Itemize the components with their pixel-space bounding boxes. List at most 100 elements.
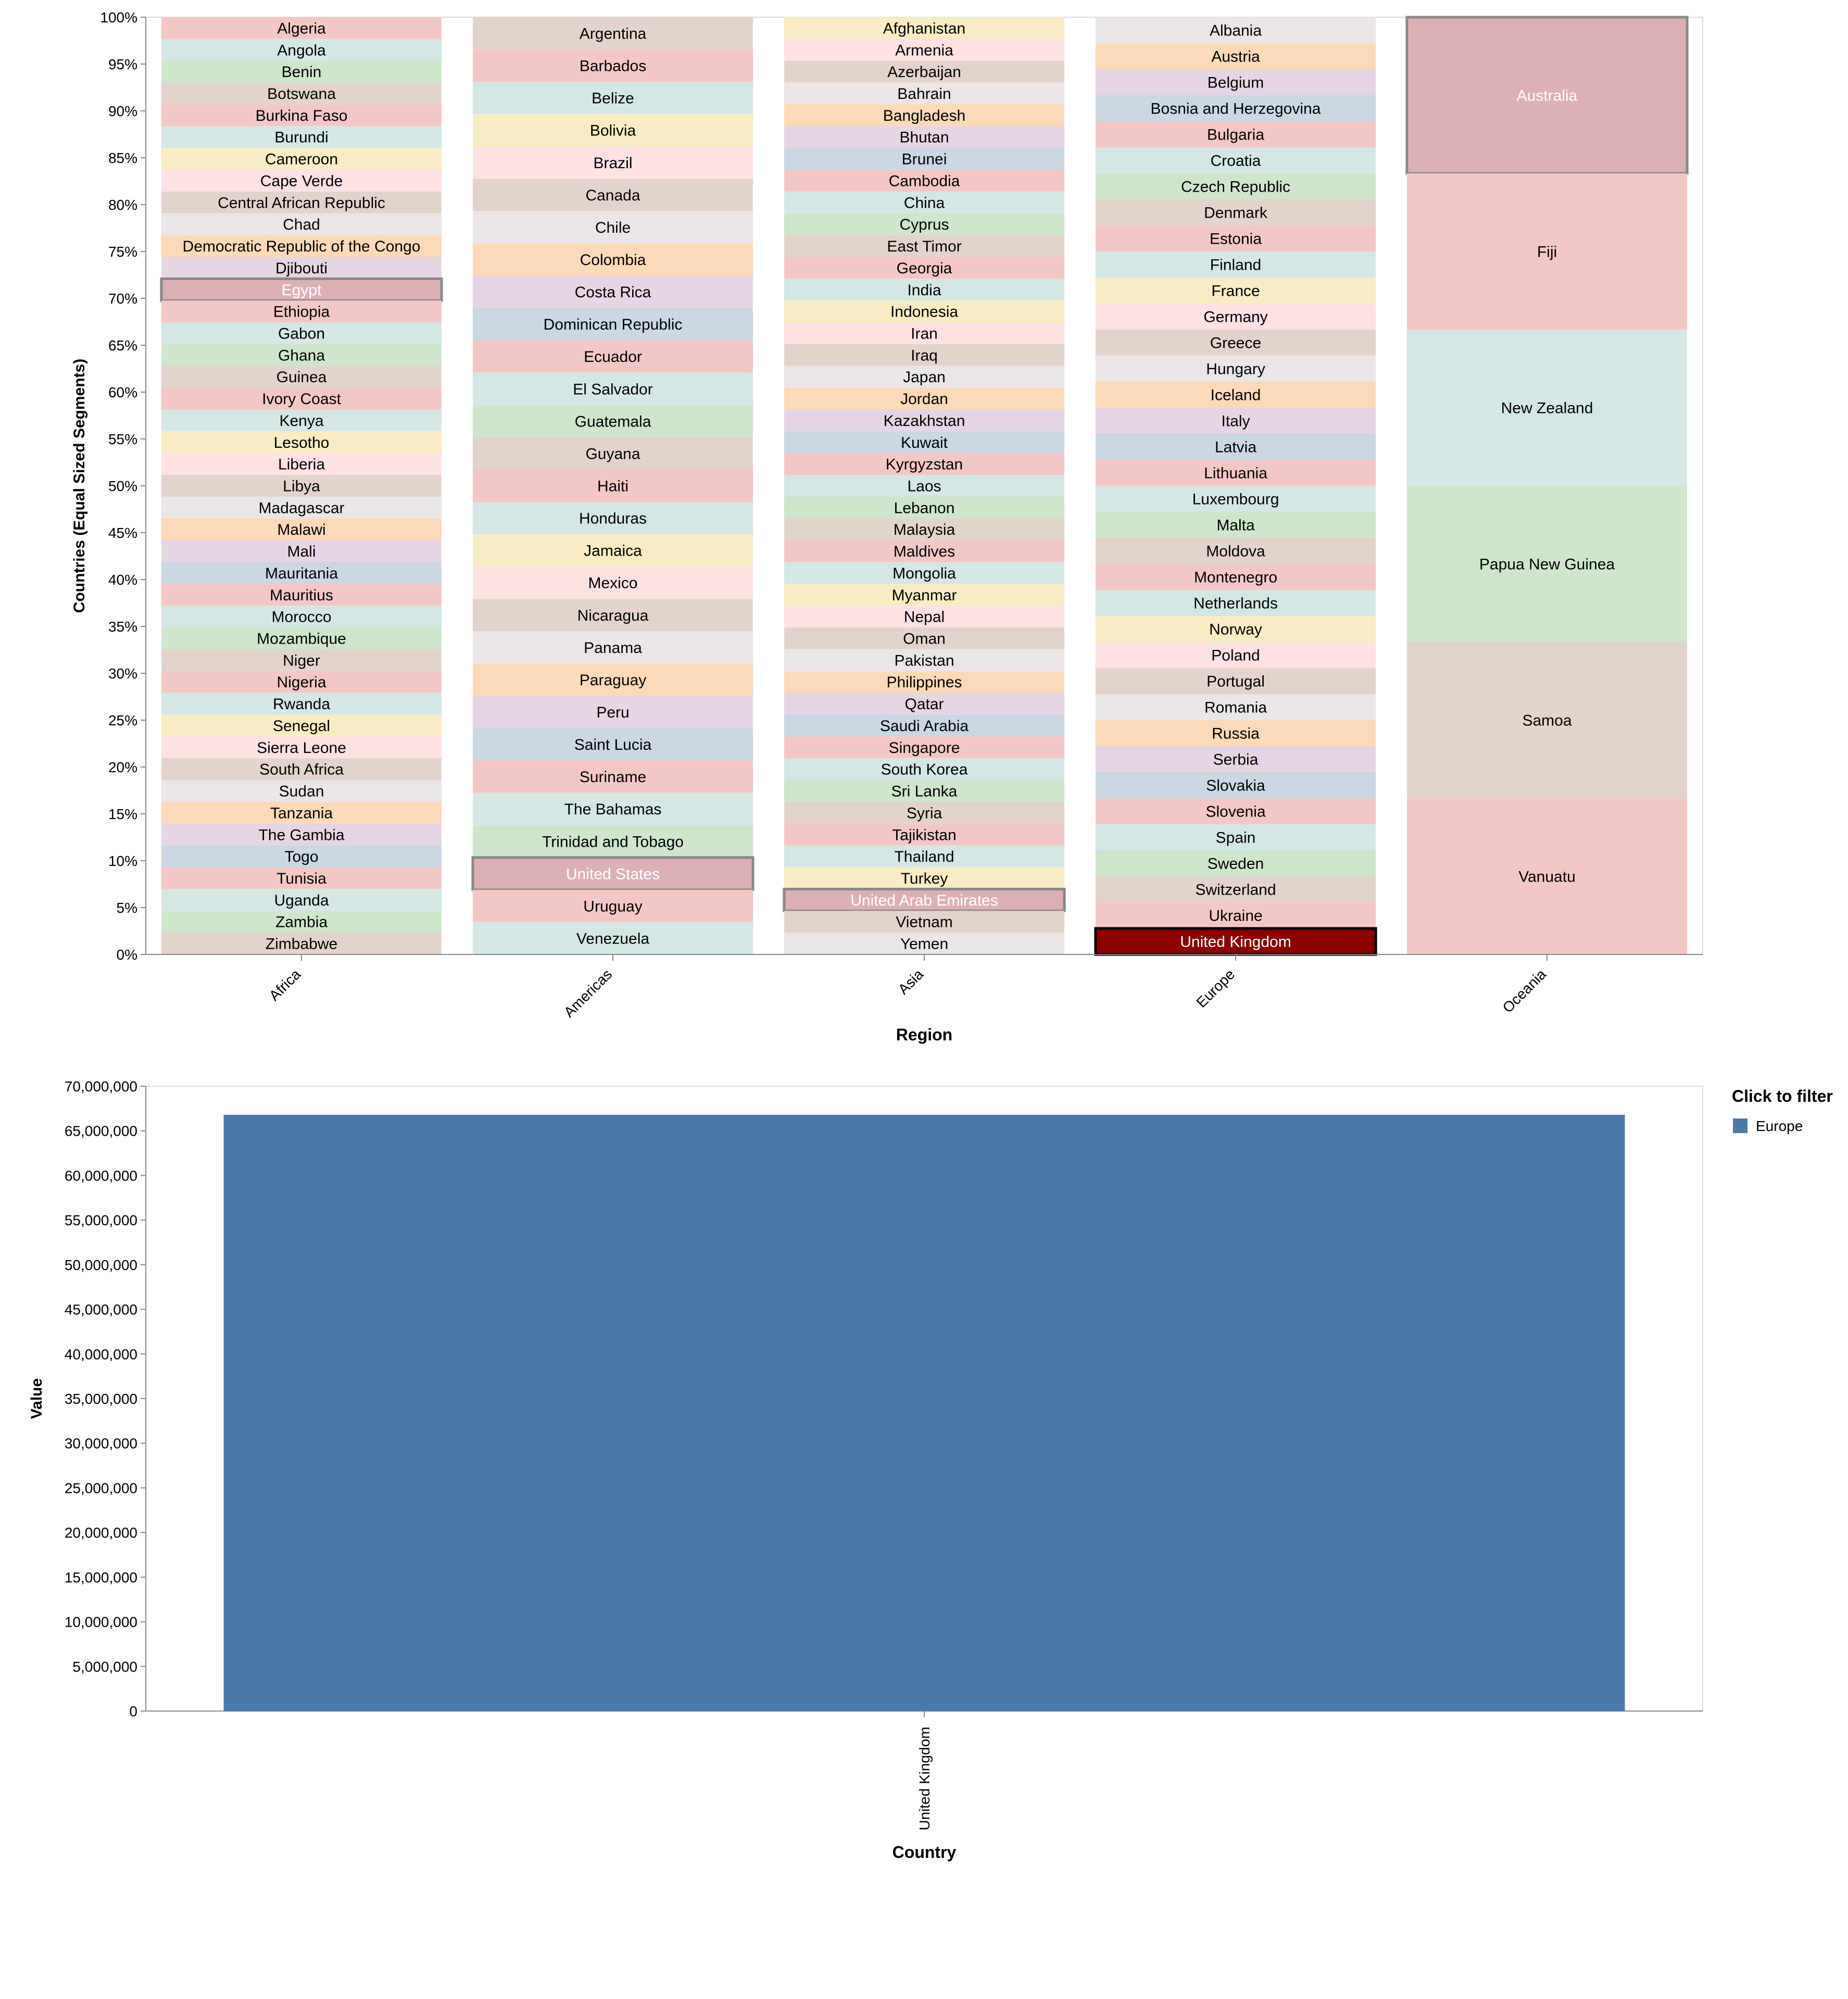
country-segment[interactable] [1095, 95, 1376, 121]
country-segment[interactable] [784, 39, 1065, 61]
country-segment[interactable] [161, 823, 442, 846]
country-segment[interactable] [784, 693, 1065, 715]
country-segment[interactable] [161, 562, 442, 584]
country-segment[interactable] [784, 562, 1065, 584]
country-segment[interactable] [161, 170, 442, 192]
country-segment[interactable] [472, 922, 753, 954]
country-segment[interactable] [161, 17, 442, 39]
country-segment[interactable] [1095, 173, 1376, 199]
country-segment[interactable] [784, 845, 1065, 868]
country-segment[interactable] [1095, 902, 1376, 928]
country-segment[interactable] [784, 606, 1065, 628]
country-segment[interactable] [1095, 225, 1376, 252]
country-segment[interactable] [472, 825, 753, 858]
country-segment[interactable] [472, 308, 753, 341]
country-segment[interactable] [784, 496, 1065, 519]
country-segment[interactable] [784, 17, 1065, 39]
country-segment[interactable] [161, 148, 442, 170]
value-bar[interactable] [223, 1114, 1625, 1711]
country-segment[interactable] [784, 627, 1065, 649]
country-segment[interactable] [472, 534, 753, 567]
country-segment[interactable] [1095, 876, 1376, 902]
country-segment[interactable] [161, 758, 442, 781]
country-segment[interactable] [161, 387, 442, 410]
country-segment[interactable] [161, 889, 442, 911]
country-segment[interactable] [472, 211, 753, 244]
country-segment[interactable] [1095, 304, 1376, 330]
country-segment[interactable] [1095, 694, 1376, 720]
country-segment[interactable] [1406, 173, 1688, 330]
country-segment[interactable] [161, 431, 442, 454]
country-segment[interactable] [1095, 252, 1376, 278]
country-segment[interactable] [784, 213, 1065, 235]
country-segment[interactable] [472, 760, 753, 793]
country-segment[interactable] [472, 469, 753, 502]
country-segment[interactable] [161, 409, 442, 432]
country-segment[interactable] [1095, 356, 1376, 382]
country-segment[interactable] [784, 322, 1065, 344]
country-segment[interactable] [784, 714, 1065, 737]
country-segment[interactable] [784, 300, 1065, 323]
country-segment[interactable] [1095, 538, 1376, 564]
country-segment[interactable] [784, 801, 1065, 824]
country-segment[interactable] [161, 39, 442, 61]
country-segment[interactable] [472, 631, 753, 664]
country-segment[interactable] [784, 758, 1065, 781]
country-segment[interactable] [161, 693, 442, 715]
country-segment[interactable] [784, 60, 1065, 83]
country-segment[interactable] [161, 344, 442, 366]
country-segment[interactable] [1405, 16, 1689, 175]
country-segment[interactable] [1095, 199, 1376, 225]
country-segment[interactable] [161, 606, 442, 628]
country-segment[interactable] [1406, 642, 1688, 798]
country-segment[interactable] [472, 114, 753, 147]
country-segment[interactable] [784, 126, 1065, 148]
country-segment[interactable] [1095, 824, 1376, 850]
country-segment[interactable] [784, 344, 1065, 366]
country-segment[interactable] [784, 257, 1065, 279]
country-segment[interactable] [161, 736, 442, 759]
country-segment[interactable] [1095, 642, 1376, 668]
country-segment[interactable] [784, 475, 1065, 497]
country-segment[interactable] [1095, 564, 1376, 590]
country-segment[interactable] [1095, 512, 1376, 538]
country-segment[interactable] [161, 213, 442, 235]
country-segment[interactable] [472, 437, 753, 470]
country-segment[interactable] [161, 60, 442, 83]
country-segment[interactable] [161, 104, 442, 127]
country-segment[interactable] [472, 567, 753, 599]
country-segment[interactable] [161, 300, 442, 323]
country-segment[interactable] [161, 649, 442, 671]
country-segment[interactable] [1095, 330, 1376, 356]
country-segment[interactable] [161, 453, 442, 475]
country-segment[interactable] [472, 599, 753, 632]
country-segment[interactable] [161, 475, 442, 497]
country-segment[interactable] [472, 179, 753, 211]
country-segment[interactable] [472, 243, 753, 276]
country-segment[interactable] [161, 627, 442, 649]
country-segment[interactable] [472, 372, 753, 405]
country-segment[interactable] [472, 17, 753, 50]
country-segment[interactable] [1095, 408, 1376, 434]
country-segment[interactable] [472, 728, 753, 761]
country-segment[interactable] [1095, 772, 1376, 798]
country-segment[interactable] [784, 911, 1065, 933]
country-segment[interactable] [784, 649, 1065, 671]
country-segment[interactable] [161, 518, 442, 540]
country-segment[interactable] [1095, 668, 1376, 694]
country-segment[interactable] [1406, 330, 1688, 486]
country-segment[interactable] [1095, 746, 1376, 772]
country-segment[interactable] [784, 366, 1065, 388]
country-segment[interactable] [1406, 798, 1688, 954]
country-segment[interactable] [472, 663, 753, 696]
country-segment[interactable] [784, 170, 1065, 192]
country-segment[interactable] [472, 889, 753, 922]
country-segment[interactable] [784, 82, 1065, 105]
country-segment[interactable] [784, 191, 1065, 213]
country-segment[interactable] [161, 126, 442, 148]
country-segment[interactable] [472, 340, 753, 373]
country-segment[interactable] [1095, 382, 1376, 408]
country-segment[interactable] [784, 867, 1065, 889]
country-segment[interactable] [784, 540, 1065, 562]
country-segment[interactable] [161, 540, 442, 562]
